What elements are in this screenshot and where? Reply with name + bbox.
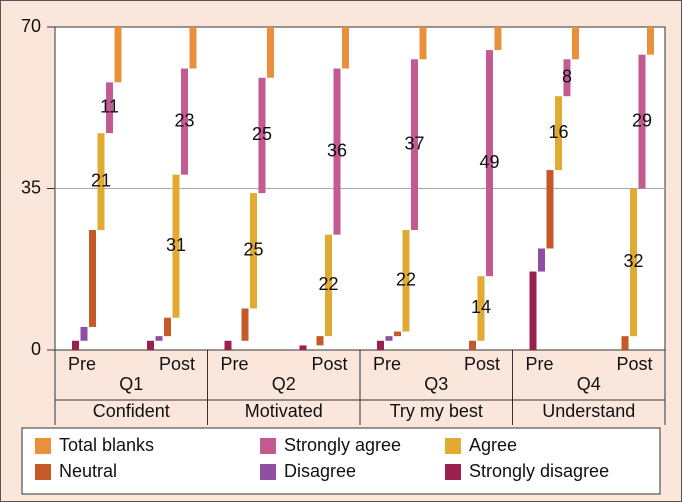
bar-segment — [385, 336, 393, 341]
group-name: Q3 — [424, 374, 448, 394]
value-label: 29 — [632, 110, 652, 130]
bar-segment — [555, 96, 562, 171]
bar-segment — [638, 54, 646, 189]
value-label: 31 — [166, 235, 186, 255]
legend-swatch — [260, 464, 276, 480]
legend — [21, 427, 661, 495]
x-tick-label: Pre — [68, 354, 96, 374]
group-label: Understand — [542, 401, 635, 421]
value-label: 11 — [100, 97, 119, 117]
group-name: Q2 — [272, 374, 296, 394]
group-name: Q4 — [577, 374, 601, 394]
bar-segment — [258, 77, 266, 194]
x-tick-label: Post — [159, 354, 195, 374]
legend-label: Neutral — [59, 461, 117, 481]
bar-segment — [325, 234, 332, 337]
bar-segment — [189, 27, 197, 69]
bar-segment — [333, 68, 341, 235]
x-tick-label: Post — [616, 354, 652, 374]
legend-swatch — [260, 438, 276, 454]
bar-segment — [377, 340, 384, 350]
bar-segment — [494, 27, 502, 51]
bar-segment — [538, 248, 545, 272]
legend-swatch — [35, 438, 51, 454]
value-label: 25 — [252, 124, 272, 144]
bar-segment — [89, 230, 96, 327]
group-label: Try my best — [390, 401, 483, 421]
bar-segment — [155, 336, 163, 341]
legend-swatch — [445, 464, 461, 480]
value-label: 22 — [396, 270, 416, 290]
group-label: Confident — [93, 401, 170, 421]
bar-segment — [469, 340, 476, 350]
value-label: 36 — [327, 140, 347, 160]
bar-segment — [546, 170, 554, 249]
bar-segment — [250, 193, 257, 309]
bar-segment — [411, 59, 418, 231]
value-label: 22 — [318, 274, 338, 294]
x-tick-label: Pre — [373, 354, 401, 374]
bar-segment — [563, 59, 571, 97]
bar-segment — [97, 133, 105, 231]
y-tick-label: 0 — [31, 339, 41, 359]
bar-segment — [106, 82, 113, 134]
bar-segment — [630, 188, 637, 337]
legend-label: Total blanks — [59, 435, 154, 455]
bar-segment — [224, 340, 232, 350]
bar-segment — [172, 174, 180, 318]
x-tick-label: Post — [464, 354, 500, 374]
value-label: 16 — [548, 122, 568, 142]
legend-label: Strongly agree — [284, 435, 401, 455]
bar-segment — [316, 336, 324, 346]
bar-segment — [647, 27, 654, 55]
value-label: 14 — [471, 297, 491, 317]
x-tick-label: Post — [311, 354, 347, 374]
legend-label: Disagree — [284, 461, 356, 481]
bar-segment — [80, 326, 88, 341]
bar-segment — [402, 230, 410, 332]
bar-segment — [572, 27, 579, 60]
y-tick-label: 35 — [21, 177, 41, 197]
x-tick-label: Pre — [525, 354, 553, 374]
bar-segment — [72, 340, 79, 350]
value-label: 32 — [623, 251, 643, 271]
bar-segment — [164, 317, 171, 337]
bar-segment — [342, 27, 349, 69]
bar-segment — [299, 345, 307, 350]
bar-segment — [621, 336, 629, 350]
value-label: 25 — [243, 240, 263, 260]
value-label: 37 — [404, 133, 424, 153]
bar-segment — [529, 271, 537, 350]
bar-segment — [477, 276, 485, 341]
bar-segment — [394, 331, 401, 337]
bar-segment — [267, 27, 274, 78]
y-tick-label: 70 — [21, 16, 41, 36]
bar-segment — [241, 308, 249, 341]
legend-label: Strongly disagree — [469, 461, 609, 481]
group-label: Motivated — [245, 401, 323, 421]
value-label: 21 — [91, 170, 111, 190]
legend-swatch — [35, 464, 51, 480]
bar-segment — [419, 27, 427, 60]
bar-segment — [114, 27, 122, 83]
bar-segment — [486, 50, 493, 277]
legend-swatch — [445, 438, 461, 454]
x-tick-label: Pre — [220, 354, 248, 374]
bar-segment — [147, 340, 154, 350]
bar-segment — [181, 68, 188, 175]
value-label: 23 — [174, 110, 194, 130]
value-label: 49 — [479, 152, 499, 172]
legend-label: Agree — [469, 435, 517, 455]
value-label: 8 — [562, 67, 572, 87]
group-name: Q1 — [119, 374, 143, 394]
